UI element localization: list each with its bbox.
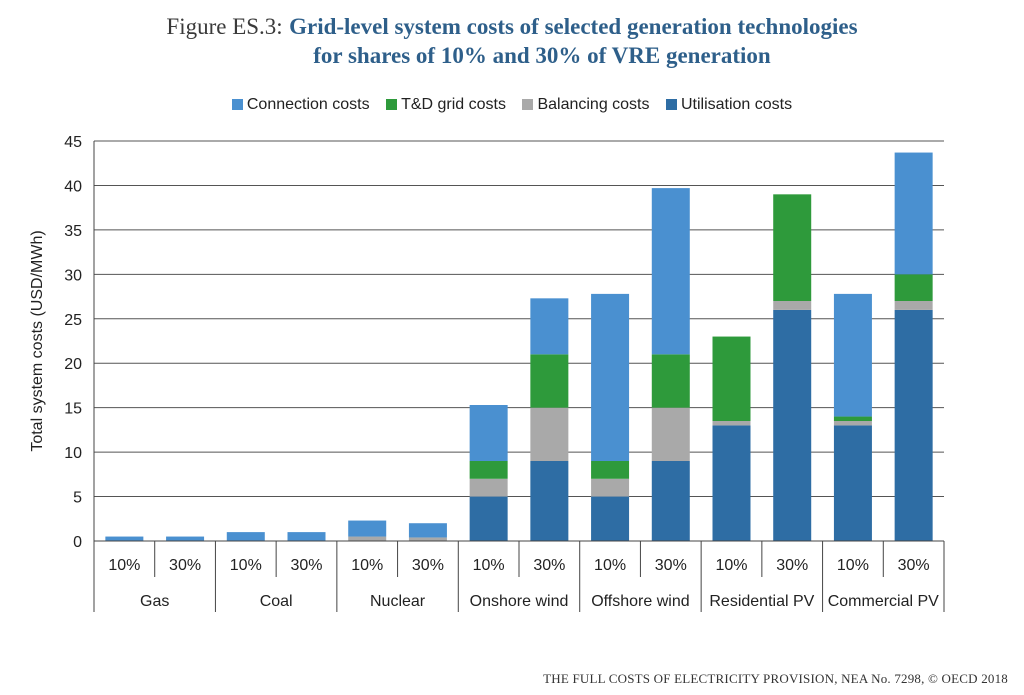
- x-share-label-7: 30%: [533, 557, 565, 574]
- title-line-1: Grid-level system costs of selected gene…: [289, 14, 858, 39]
- x-share-label-10: 10%: [715, 557, 747, 574]
- x-group-label-5: Residential PV: [709, 593, 814, 610]
- bar-segment-connection-costs-1: [166, 536, 205, 541]
- legend-label-utilisation: Utilisation costs: [680, 96, 793, 113]
- x-group-label-3: Onshore wind: [470, 593, 569, 610]
- legend-label-connection: Connection costs: [246, 96, 370, 113]
- bar-segment-connection-costs-3: [287, 532, 326, 541]
- x-share-label-5: 30%: [412, 557, 444, 574]
- y-tick-label-5: 5: [73, 490, 82, 507]
- bar-segment-t-d-grid-costs-6: [469, 461, 508, 479]
- legend: Connection costs T&D grid costs Balancin…: [0, 96, 1024, 114]
- x-group-label-6: Commercial PV: [828, 593, 939, 610]
- legend-swatch-td-grid: [386, 99, 398, 110]
- y-tick-label-35: 35: [64, 223, 82, 240]
- bar-segment-connection-costs-0: [105, 536, 144, 541]
- x-group-label-2: Nuclear: [370, 593, 426, 610]
- bar-segment-balancing-costs-12: [833, 421, 872, 426]
- bar-segment-t-d-grid-costs-8: [591, 461, 630, 479]
- bar-segment-t-d-grid-costs-13: [894, 274, 933, 301]
- bar-segment-connection-costs-7: [530, 298, 569, 355]
- bar-segment-balancing-costs-4: [348, 536, 387, 541]
- legend-swatch-connection: [231, 99, 243, 110]
- bar-segment-utilisation-costs-9: [651, 461, 690, 541]
- bar-segment-balancing-costs-8: [591, 478, 630, 497]
- bar-segment-utilisation-costs-13: [894, 309, 933, 541]
- bar-segment-balancing-costs-13: [894, 301, 933, 310]
- bar-segment-connection-costs-13: [894, 152, 933, 275]
- chart-title: Figure ES.3: Grid-level system costs of …: [0, 12, 1024, 70]
- legend-item-td-grid: T&D grid costs: [386, 96, 506, 114]
- legend-swatch-balancing: [522, 99, 534, 110]
- bar-segment-utilisation-costs-6: [469, 496, 508, 541]
- bar-segment-connection-costs-2: [226, 532, 265, 541]
- x-share-label-3: 30%: [290, 557, 322, 574]
- y-axis-title: Total system costs (USD/MWh): [29, 230, 46, 451]
- bar-segment-utilisation-costs-11: [773, 309, 812, 541]
- gridlines: [94, 140, 944, 498]
- bar-segment-connection-costs-9: [651, 188, 690, 355]
- x-share-label-2: 10%: [230, 557, 262, 574]
- legend-item-utilisation: Utilisation costs: [665, 96, 793, 114]
- bar-segment-balancing-costs-10: [712, 421, 751, 426]
- bar-segment-utilisation-costs-10: [712, 425, 751, 541]
- x-group-label-0: Gas: [140, 593, 169, 610]
- x-share-label-0: 10%: [108, 557, 140, 574]
- bar-segment-t-d-grid-costs-11: [773, 194, 812, 301]
- x-share-label-6: 10%: [473, 557, 505, 574]
- bar-segment-t-d-grid-costs-12: [833, 416, 872, 421]
- axis-labels: 0 5 10 15 20 25 30 35 40 45 10% 30% 10% 30% 10% 30% 10% 3…: [29, 134, 939, 610]
- bar-segment-connection-costs-8: [591, 293, 630, 461]
- bar-segment-balancing-costs-5: [408, 537, 447, 541]
- bar-segment-utilisation-costs-7: [530, 461, 569, 541]
- legend-item-connection: Connection costs: [231, 96, 370, 114]
- x-share-label-1: 30%: [169, 557, 201, 574]
- legend-label-td-grid: T&D grid costs: [401, 96, 506, 113]
- bar-segment-connection-costs-6: [469, 405, 508, 461]
- x-share-label-9: 30%: [655, 557, 687, 574]
- y-tick-label-20: 20: [64, 356, 82, 373]
- bar-segment-utilisation-costs-12: [833, 425, 872, 541]
- y-tick-label-15: 15: [64, 401, 82, 418]
- bar-segment-connection-costs-5: [408, 523, 447, 538]
- bar-segment-balancing-costs-9: [651, 407, 690, 461]
- x-share-label-13: 30%: [898, 557, 930, 574]
- figure-prefix: Figure ES.3:: [166, 14, 283, 39]
- bar-segment-t-d-grid-costs-7: [530, 354, 569, 408]
- title-line-2: for shares of 10% and 30% of VRE generat…: [313, 43, 771, 68]
- bar-segment-t-d-grid-costs-9: [651, 354, 690, 408]
- legend-label-balancing: Balancing costs: [537, 96, 650, 113]
- bar-segment-t-d-grid-costs-10: [712, 336, 751, 421]
- bar-segment-utilisation-costs-8: [591, 496, 630, 541]
- x-share-label-12: 10%: [837, 557, 869, 574]
- x-group-label-4: Offshore wind: [591, 593, 689, 610]
- legend-item-balancing: Balancing costs: [522, 96, 650, 114]
- y-tick-label-30: 30: [64, 267, 82, 284]
- bar-segment-balancing-costs-7: [530, 407, 569, 461]
- y-tick-label-25: 25: [64, 312, 82, 329]
- x-share-label-4: 10%: [351, 557, 383, 574]
- axes: [93, 141, 945, 612]
- bar-segment-connection-costs-4: [348, 520, 387, 537]
- y-tick-label-10: 10: [64, 445, 82, 462]
- x-share-label-8: 10%: [594, 557, 626, 574]
- bar-segment-balancing-costs-6: [469, 478, 508, 497]
- bar-segment-connection-costs-12: [833, 293, 872, 417]
- bars: [105, 152, 933, 541]
- legend-swatch-utilisation: [665, 99, 677, 110]
- y-tick-label-40: 40: [64, 178, 82, 195]
- bar-segment-balancing-costs-11: [773, 301, 812, 310]
- y-tick-label-0: 0: [73, 534, 82, 551]
- x-group-label-1: Coal: [260, 593, 293, 610]
- y-tick-label-45: 45: [64, 134, 82, 151]
- footer-citation: THE FULL COSTS OF ELECTRICITY PROVISION,…: [543, 671, 1008, 686]
- x-share-label-11: 30%: [776, 557, 808, 574]
